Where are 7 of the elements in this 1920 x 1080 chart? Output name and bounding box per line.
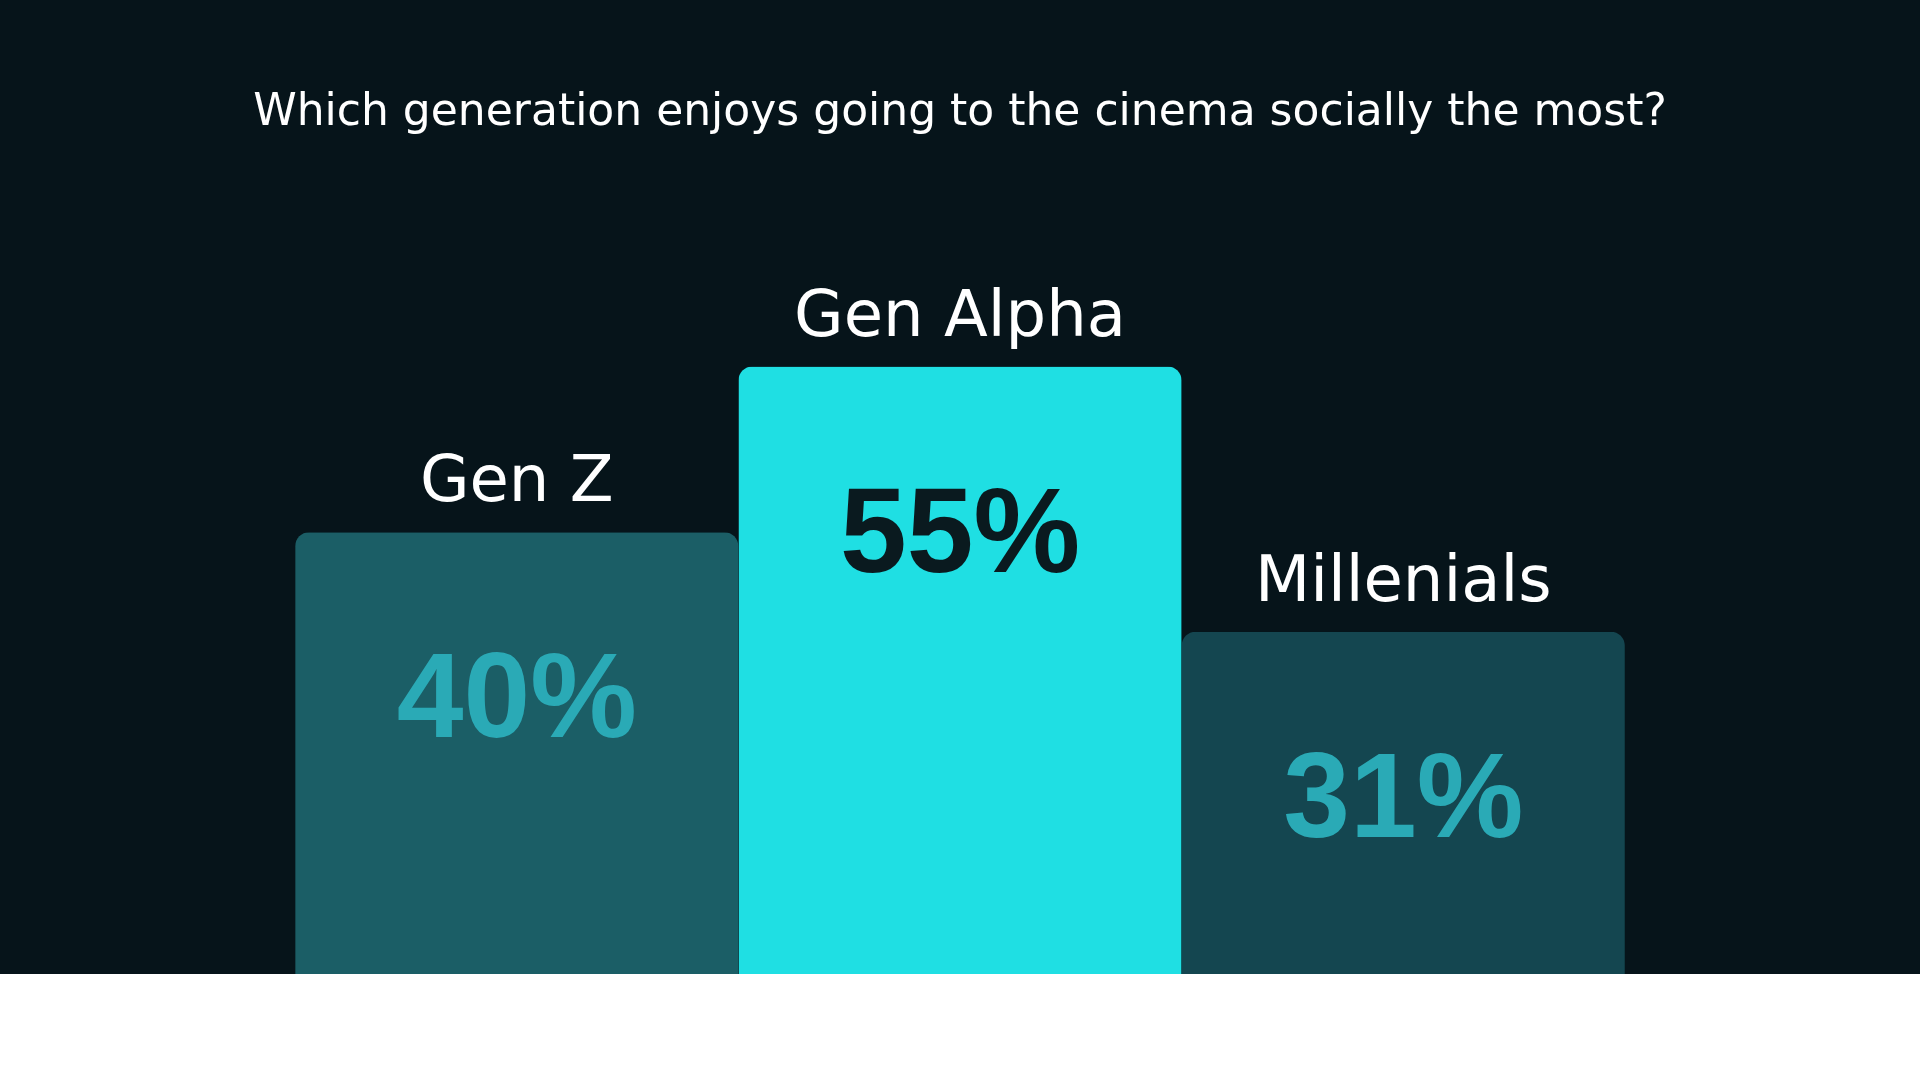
x-tick-label: Gen Alpha xyxy=(794,276,1126,351)
data-label: 55% xyxy=(839,462,1081,597)
data-label: 31% xyxy=(1283,727,1524,862)
x-tick-label: Gen Z xyxy=(419,442,614,517)
x-tick-label: Millenials xyxy=(1254,541,1552,616)
data-label: 40% xyxy=(396,628,637,763)
chart-title: Which generation enjoys going to the cinema socially the most? xyxy=(253,84,1667,135)
